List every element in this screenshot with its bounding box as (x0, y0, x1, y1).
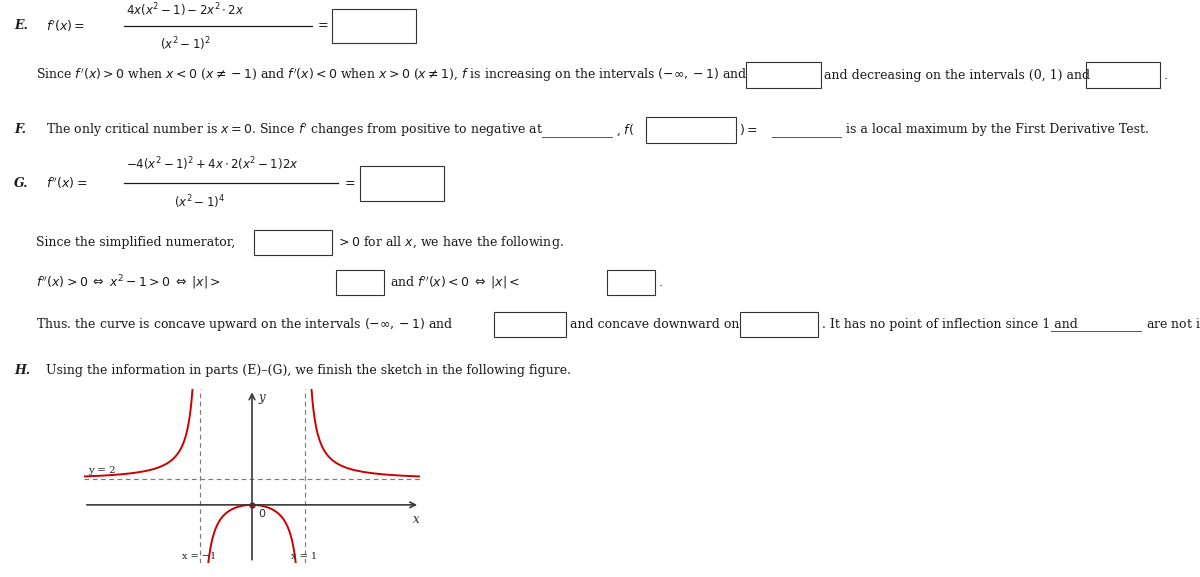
FancyBboxPatch shape (360, 166, 444, 201)
Text: F.: F. (14, 123, 26, 136)
FancyBboxPatch shape (646, 117, 736, 143)
Text: Since $f'(x) > 0$ when $x < 0$ ($x \neq -1$) and $f'(x) < 0$ when $x > 0$ ($x \n: Since $f'(x) > 0$ when $x < 0$ ($x \neq … (36, 66, 748, 84)
FancyBboxPatch shape (336, 270, 384, 295)
Text: and concave downward on: and concave downward on (570, 318, 739, 331)
Text: . It has no point of inflection since 1 and: . It has no point of inflection since 1 … (822, 318, 1078, 331)
FancyBboxPatch shape (332, 9, 416, 43)
Text: =: = (318, 20, 329, 32)
Text: $) =$: $) =$ (739, 122, 757, 137)
Text: x: x (413, 512, 420, 526)
Text: Since the simplified numerator,: Since the simplified numerator, (36, 236, 235, 249)
FancyBboxPatch shape (740, 312, 818, 337)
Text: The only critical number is $x = 0$. Since $f'$ changes from positive to negativ: The only critical number is $x = 0$. Sin… (46, 121, 542, 138)
FancyBboxPatch shape (607, 270, 655, 295)
Text: Using the information in parts (E)–(G), we finish the sketch in the following fi: Using the information in parts (E)–(G), … (46, 364, 571, 377)
FancyBboxPatch shape (494, 312, 566, 337)
Text: Thus. the curve is concave upward on the intervals $(-\infty, -1)$ and: Thus. the curve is concave upward on the… (36, 316, 454, 333)
Text: $-4(x^2-1)^2 + 4x \cdot 2(x^2-1)2x$: $-4(x^2-1)^2 + 4x \cdot 2(x^2-1)2x$ (126, 155, 299, 173)
Text: $f'(x) =$: $f'(x) =$ (46, 18, 84, 33)
Text: G.: G. (14, 177, 29, 190)
Text: H.: H. (14, 364, 30, 377)
Text: y: y (258, 391, 265, 404)
Text: $f''(x) > 0 \;\Leftrightarrow\; x^2 - 1 > 0 \;\Leftrightarrow\; |x| >$: $f''(x) > 0 \;\Leftrightarrow\; x^2 - 1 … (36, 273, 221, 292)
Text: y = 2: y = 2 (89, 466, 116, 475)
Text: $f''(x) =$: $f''(x) =$ (46, 176, 86, 191)
Text: is a local maximum by the First Derivative Test.: is a local maximum by the First Derivati… (846, 123, 1148, 136)
FancyBboxPatch shape (254, 230, 332, 255)
Text: and decreasing on the intervals (0, 1) and: and decreasing on the intervals (0, 1) a… (824, 69, 1091, 81)
Text: $> 0$ for all $x$, we have the following.: $> 0$ for all $x$, we have the following… (336, 234, 564, 251)
Text: and $f''(x) < 0 \;\Leftrightarrow\; |x| <$: and $f''(x) < 0 \;\Leftrightarrow\; |x| … (390, 275, 520, 291)
Text: $(x^2-1)^4$: $(x^2-1)^4$ (174, 193, 226, 211)
FancyBboxPatch shape (1086, 62, 1160, 88)
Text: x = 1: x = 1 (292, 552, 318, 561)
FancyBboxPatch shape (746, 62, 821, 88)
Text: x = −1: x = −1 (182, 552, 217, 561)
Text: .: . (1164, 69, 1168, 81)
Text: are not in the domain of $f$.: are not in the domain of $f$. (1146, 317, 1200, 331)
Text: 0: 0 (258, 509, 265, 519)
Text: .: . (659, 276, 662, 289)
Text: $(x^2-1)^2$: $(x^2-1)^2$ (160, 36, 210, 53)
Text: $4x(x^2-1)-2x^2 \cdot 2x$: $4x(x^2-1)-2x^2 \cdot 2x$ (126, 2, 245, 19)
Text: =: = (344, 177, 355, 190)
Text: E.: E. (14, 20, 29, 32)
Text: , $f($: , $f($ (616, 122, 634, 137)
